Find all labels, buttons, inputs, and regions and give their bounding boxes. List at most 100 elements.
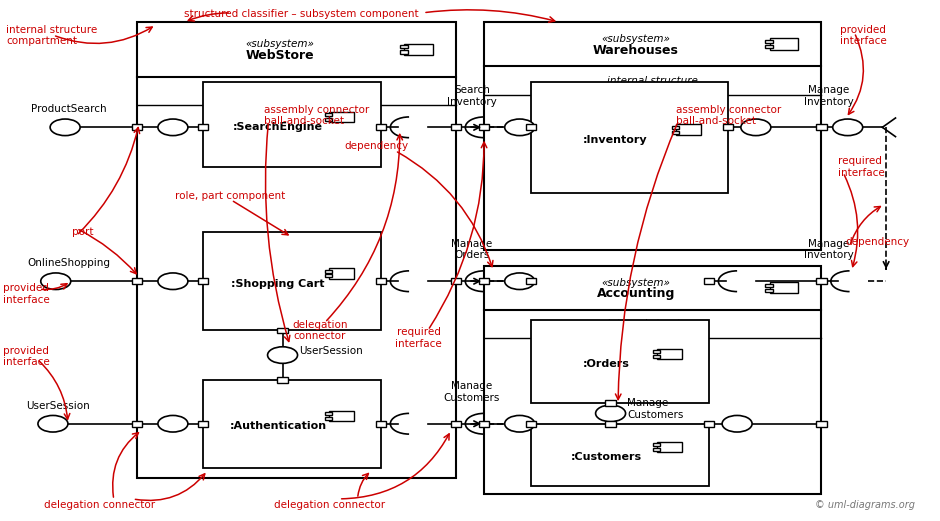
Bar bbox=[484, 266, 822, 494]
Bar bbox=[277, 328, 288, 333]
Text: required
interface: required interface bbox=[395, 327, 442, 349]
Text: delegation connector: delegation connector bbox=[44, 500, 155, 510]
Circle shape bbox=[158, 119, 188, 135]
Text: role, part component: role, part component bbox=[175, 191, 285, 201]
Bar bbox=[816, 421, 826, 427]
Bar bbox=[133, 421, 143, 427]
Bar bbox=[203, 380, 381, 468]
Text: dependency: dependency bbox=[845, 238, 909, 247]
Bar bbox=[451, 125, 462, 130]
Bar bbox=[329, 411, 353, 421]
Bar bbox=[203, 82, 381, 167]
Bar bbox=[816, 125, 826, 130]
Text: :Shopping Cart: :Shopping Cart bbox=[231, 279, 324, 289]
Text: UserSession: UserSession bbox=[25, 401, 89, 411]
Bar bbox=[653, 443, 660, 446]
Text: «subsystem»: «subsystem» bbox=[245, 39, 314, 49]
Text: structured classifier – subsystem component: structured classifier – subsystem compon… bbox=[184, 9, 418, 19]
Text: Manage
Inventory: Manage Inventory bbox=[804, 239, 854, 260]
Bar bbox=[704, 421, 714, 427]
Circle shape bbox=[722, 415, 752, 432]
Circle shape bbox=[741, 119, 771, 135]
Bar bbox=[329, 268, 353, 279]
Bar bbox=[672, 126, 679, 129]
Bar bbox=[400, 51, 408, 54]
Bar bbox=[672, 131, 679, 133]
Bar bbox=[277, 377, 288, 382]
Text: © uml-diagrams.org: © uml-diagrams.org bbox=[815, 500, 916, 510]
Bar bbox=[325, 275, 332, 277]
Bar bbox=[329, 111, 353, 122]
Bar bbox=[653, 350, 660, 353]
Bar bbox=[765, 289, 773, 292]
Bar bbox=[325, 417, 332, 420]
Text: «subsystem»: «subsystem» bbox=[602, 278, 670, 288]
Bar bbox=[525, 421, 536, 427]
Bar bbox=[723, 125, 733, 130]
Bar bbox=[203, 232, 381, 330]
Text: :Customers: :Customers bbox=[571, 452, 641, 463]
Bar bbox=[525, 125, 536, 130]
Text: WebStore: WebStore bbox=[245, 49, 314, 62]
Bar bbox=[657, 442, 682, 452]
Text: Manage
Customers: Manage Customers bbox=[628, 399, 683, 420]
Text: :SearchEngine: :SearchEngine bbox=[233, 122, 322, 132]
Text: Manage
Inventory: Manage Inventory bbox=[804, 85, 854, 107]
Text: delegation connector: delegation connector bbox=[274, 500, 385, 510]
Text: provided
interface: provided interface bbox=[840, 24, 887, 46]
Circle shape bbox=[505, 273, 535, 290]
Text: :Inventory: :Inventory bbox=[583, 135, 648, 145]
Bar bbox=[531, 82, 728, 193]
Bar bbox=[404, 44, 432, 55]
Text: :Authentication: :Authentication bbox=[229, 421, 326, 431]
Bar bbox=[451, 421, 462, 427]
Text: port: port bbox=[71, 227, 93, 237]
Bar bbox=[484, 22, 822, 250]
Text: Manage
Orders: Manage Orders bbox=[451, 239, 493, 260]
Bar bbox=[770, 282, 798, 293]
Bar bbox=[531, 320, 709, 403]
Text: Search
Inventory: Search Inventory bbox=[447, 85, 496, 107]
Text: ProductSearch: ProductSearch bbox=[31, 104, 106, 115]
Text: «subsystem»: «subsystem» bbox=[602, 34, 670, 44]
Bar bbox=[765, 45, 773, 48]
Bar bbox=[325, 270, 332, 272]
Text: assembly connector
ball-and-socket: assembly connector ball-and-socket bbox=[676, 105, 781, 126]
Bar bbox=[478, 125, 489, 130]
Circle shape bbox=[505, 119, 535, 135]
Text: required
interface: required interface bbox=[838, 156, 885, 178]
Bar bbox=[478, 278, 489, 284]
Bar bbox=[197, 421, 208, 427]
Bar bbox=[765, 40, 773, 43]
Text: :Orders: :Orders bbox=[583, 359, 630, 369]
Bar bbox=[137, 22, 456, 478]
Bar bbox=[657, 349, 682, 359]
Circle shape bbox=[833, 119, 863, 135]
Circle shape bbox=[38, 415, 68, 432]
Bar bbox=[676, 125, 700, 135]
Circle shape bbox=[158, 273, 188, 290]
Bar bbox=[400, 45, 408, 48]
Bar bbox=[605, 421, 616, 427]
Bar bbox=[653, 355, 660, 358]
Text: delegation
connector: delegation connector bbox=[292, 320, 348, 341]
Text: internal structure
compartment: internal structure compartment bbox=[6, 24, 98, 46]
Circle shape bbox=[50, 119, 80, 135]
Bar bbox=[376, 125, 386, 130]
Bar bbox=[451, 278, 462, 284]
Bar bbox=[816, 278, 826, 284]
Bar bbox=[770, 39, 798, 50]
Bar bbox=[325, 113, 332, 116]
Circle shape bbox=[596, 405, 626, 421]
Circle shape bbox=[40, 273, 70, 290]
Text: OnlineShopping: OnlineShopping bbox=[27, 258, 110, 268]
Bar bbox=[197, 278, 208, 284]
Bar bbox=[325, 118, 332, 121]
Text: provided
interface: provided interface bbox=[3, 345, 50, 367]
Text: provided
interface: provided interface bbox=[3, 283, 50, 305]
Bar bbox=[376, 421, 386, 427]
Bar bbox=[133, 278, 143, 284]
Bar bbox=[133, 125, 143, 130]
Bar bbox=[765, 283, 773, 287]
Circle shape bbox=[158, 415, 188, 432]
